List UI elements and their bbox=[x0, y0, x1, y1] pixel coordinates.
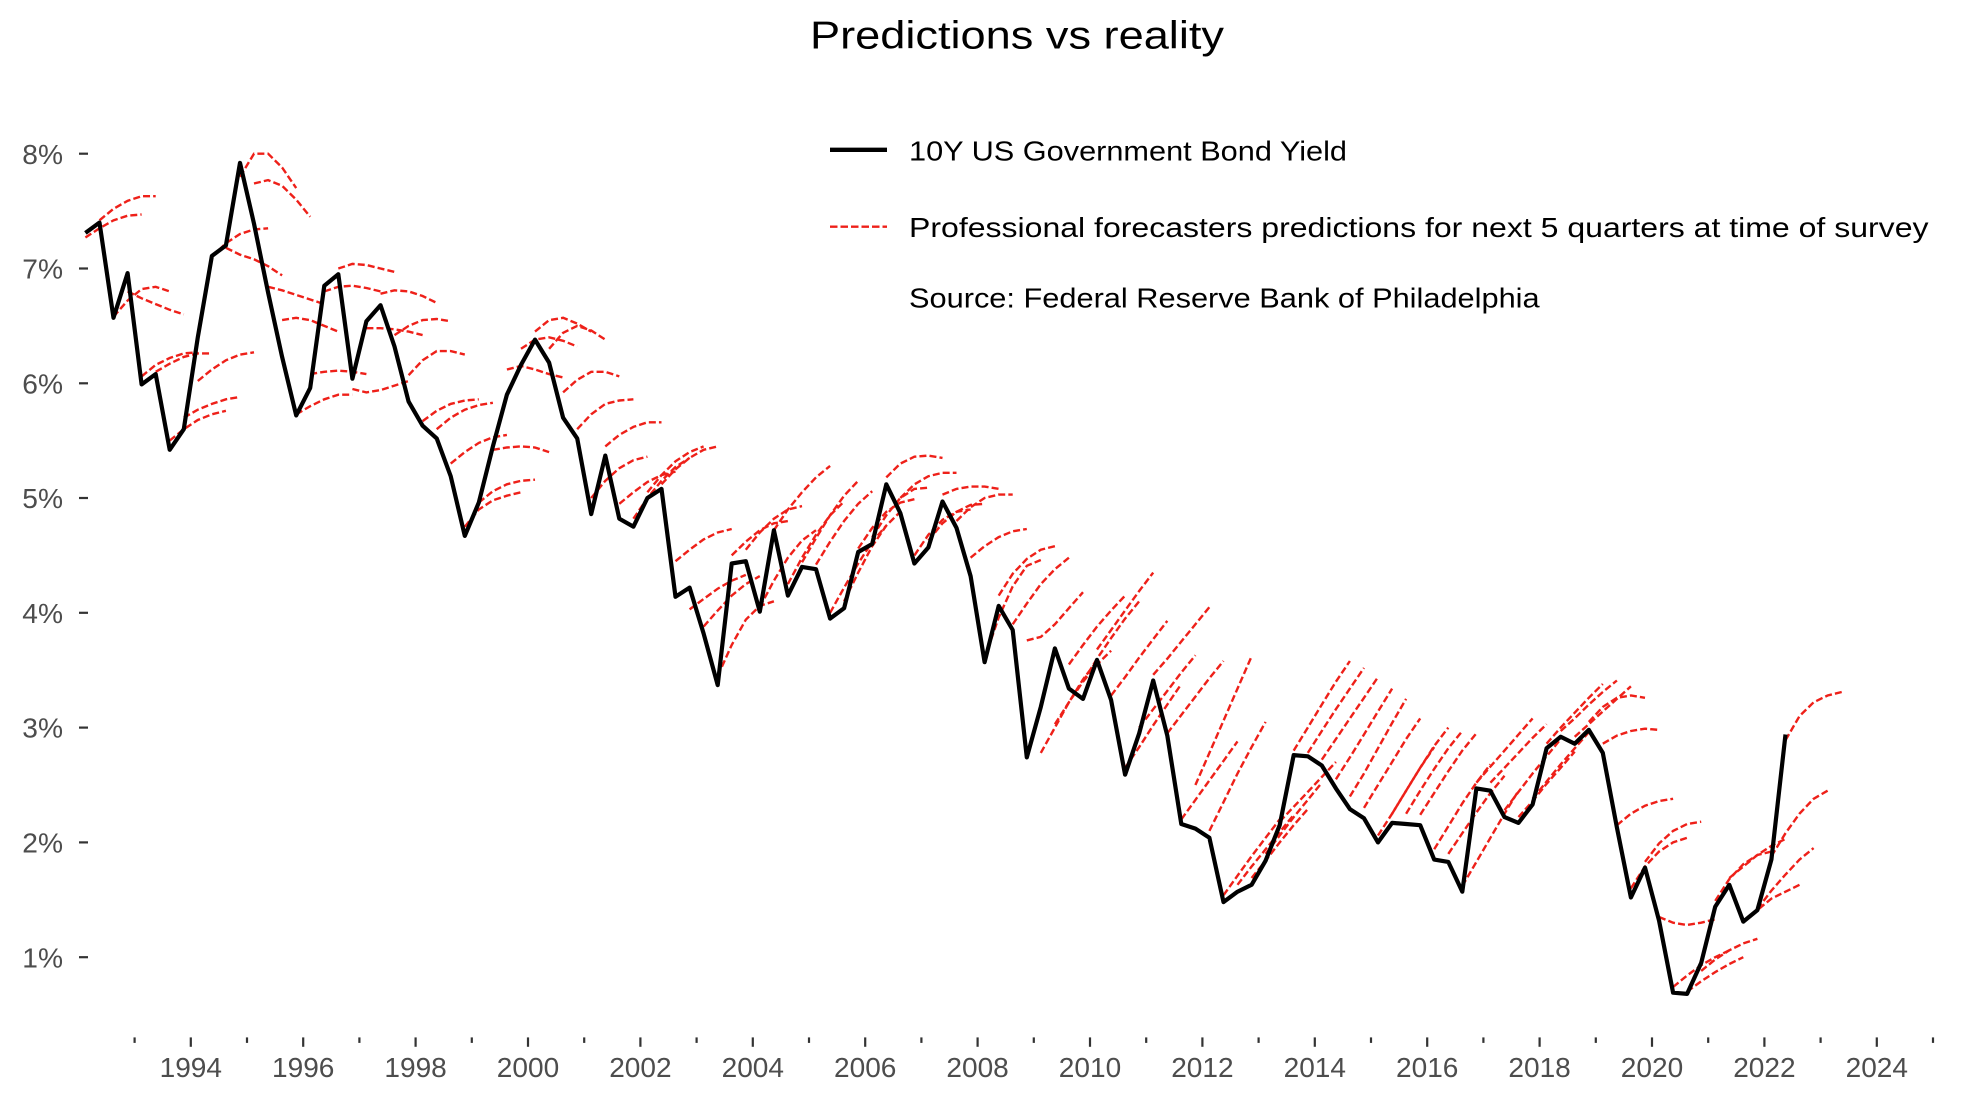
svg-text:Predictions vs reality: Predictions vs reality bbox=[810, 15, 1225, 58]
svg-text:2%: 2% bbox=[22, 828, 63, 859]
svg-text:2020: 2020 bbox=[1621, 1052, 1683, 1083]
svg-text:2006: 2006 bbox=[834, 1052, 896, 1083]
svg-text:1996: 1996 bbox=[272, 1052, 334, 1083]
svg-text:2014: 2014 bbox=[1284, 1052, 1346, 1083]
svg-text:4%: 4% bbox=[22, 598, 63, 629]
svg-text:2004: 2004 bbox=[722, 1052, 784, 1083]
svg-text:8%: 8% bbox=[22, 139, 63, 170]
svg-text:6%: 6% bbox=[22, 368, 63, 399]
svg-text:7%: 7% bbox=[22, 254, 63, 285]
svg-text:1%: 1% bbox=[22, 942, 63, 973]
svg-text:2018: 2018 bbox=[1508, 1052, 1570, 1083]
svg-text:2000: 2000 bbox=[497, 1052, 559, 1083]
svg-text:2002: 2002 bbox=[609, 1052, 671, 1083]
svg-text:1994: 1994 bbox=[160, 1052, 222, 1083]
svg-text:2024: 2024 bbox=[1846, 1052, 1908, 1083]
svg-text:2008: 2008 bbox=[946, 1052, 1008, 1083]
svg-text:2012: 2012 bbox=[1171, 1052, 1233, 1083]
svg-text:10Y US Government Bond Yield: 10Y US Government Bond Yield bbox=[909, 136, 1347, 167]
svg-text:5%: 5% bbox=[22, 483, 63, 514]
svg-text:Source: Federal Reserve Bank o: Source: Federal Reserve Bank of Philadel… bbox=[909, 282, 1540, 313]
svg-text:2016: 2016 bbox=[1396, 1052, 1458, 1083]
svg-text:3%: 3% bbox=[22, 713, 63, 744]
svg-text:1998: 1998 bbox=[384, 1052, 446, 1083]
svg-text:2010: 2010 bbox=[1059, 1052, 1121, 1083]
svg-text:2022: 2022 bbox=[1733, 1052, 1795, 1083]
svg-text:Professional forecasters predi: Professional forecasters predictions for… bbox=[909, 212, 1929, 243]
